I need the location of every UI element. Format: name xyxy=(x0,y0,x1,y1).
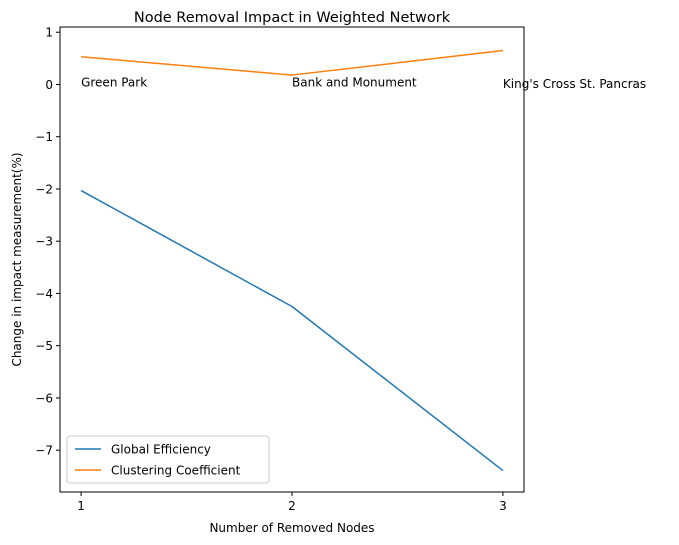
annotation-label: Bank and Monument xyxy=(292,75,417,89)
series-line-clustering-coefficient xyxy=(81,49,503,76)
legend: Global Efficiency Clustering Coefficient xyxy=(66,435,270,484)
legend-entry-label: Global Efficiency xyxy=(111,443,211,457)
x-tick-label: 3 xyxy=(499,499,507,513)
annotations: Green Park Bank and Monument King's Cross … xyxy=(81,75,646,91)
y-tick-label: −7 xyxy=(35,444,53,458)
y-axis: 1 0 −1 −2 −3 −4 −5 −6 −7 xyxy=(35,26,60,458)
y-tick-label: −6 xyxy=(35,391,53,405)
x-axis: 1 2 3 xyxy=(77,492,507,513)
x-tick-label: 1 xyxy=(77,499,85,513)
y-tick-label: −5 xyxy=(35,339,53,353)
y-tick-label: 0 xyxy=(45,78,53,92)
x-axis-label: Number of Removed Nodes xyxy=(209,521,374,535)
plot-area xyxy=(80,49,504,472)
y-tick-label: −3 xyxy=(35,235,53,249)
annotation-label: Green Park xyxy=(81,75,147,89)
chart-title: Node Removal Impact in Weighted Network xyxy=(134,10,451,26)
series-line-global-efficiency xyxy=(80,189,504,472)
legend-frame xyxy=(66,435,270,484)
y-tick-label: −1 xyxy=(35,130,53,144)
legend-entry-label: Clustering Coefficient xyxy=(111,464,241,478)
annotation-label: King's Cross St. Pancras xyxy=(503,77,646,91)
y-tick-label: 1 xyxy=(45,26,53,40)
x-tick-label: 2 xyxy=(288,499,296,513)
y-tick-label: −2 xyxy=(35,182,53,196)
y-tick-label: −4 xyxy=(35,287,53,301)
y-axis-label: Change in impact measurement(%) xyxy=(10,152,24,366)
